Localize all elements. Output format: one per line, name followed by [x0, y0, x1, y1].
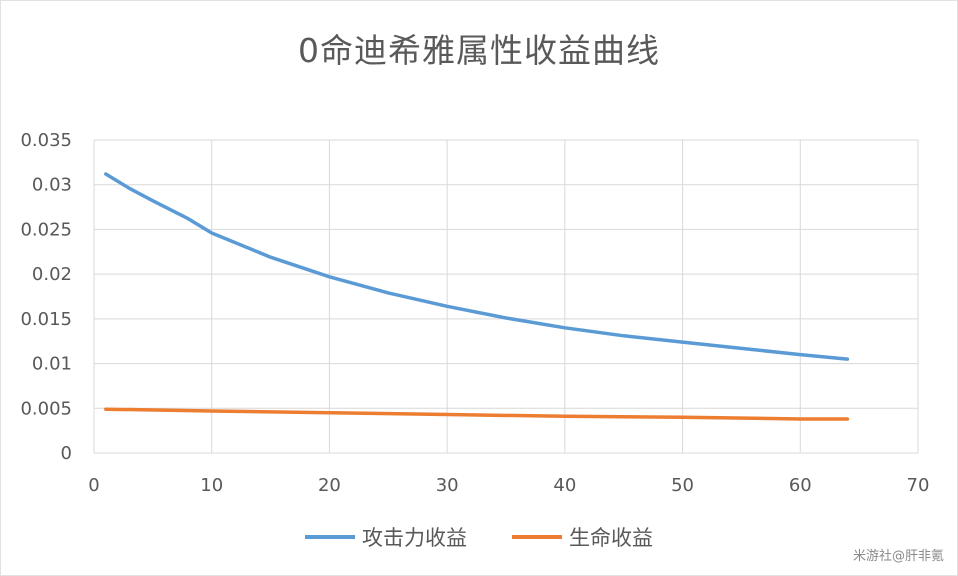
- series-line-0: [104, 172, 850, 361]
- y-tick-label: 0.025: [20, 219, 72, 240]
- data-series: [104, 172, 850, 421]
- y-tick-label: 0.035: [20, 130, 72, 151]
- x-tick-label: 40: [553, 475, 576, 496]
- legend-label-0: 攻击力收益: [362, 526, 467, 550]
- series-line-1: [104, 407, 850, 421]
- chart-title: 0命迪希雅属性收益曲线: [298, 31, 660, 70]
- x-tick-label: 70: [907, 475, 930, 496]
- grid-lines: [93, 139, 919, 454]
- y-tick-label: 0.01: [32, 354, 72, 375]
- y-tick-label: 0.03: [32, 175, 72, 196]
- x-tick-label: 50: [671, 475, 694, 496]
- legend-label-1: 生命收益: [569, 526, 653, 550]
- x-tick-label: 30: [436, 475, 459, 496]
- y-tick-label: 0.02: [32, 264, 72, 285]
- x-tick-label: 10: [200, 475, 223, 496]
- watermark: 米游社@肝非氪: [852, 549, 944, 564]
- x-tick-label: 60: [789, 475, 812, 496]
- y-tick-label: 0.005: [20, 398, 72, 419]
- legend: 攻击力收益 生命收益: [305, 526, 653, 550]
- y-tick-label: 0: [61, 443, 72, 464]
- x-tick-label: 0: [88, 475, 99, 496]
- y-tick-label: 0.015: [20, 309, 72, 330]
- axis-tick-labels: 0 0.005 0.01 0.015 0.02 0.025 0.03 0.035 0 10 20 30…: [20, 130, 929, 496]
- x-tick-label: 20: [318, 475, 341, 496]
